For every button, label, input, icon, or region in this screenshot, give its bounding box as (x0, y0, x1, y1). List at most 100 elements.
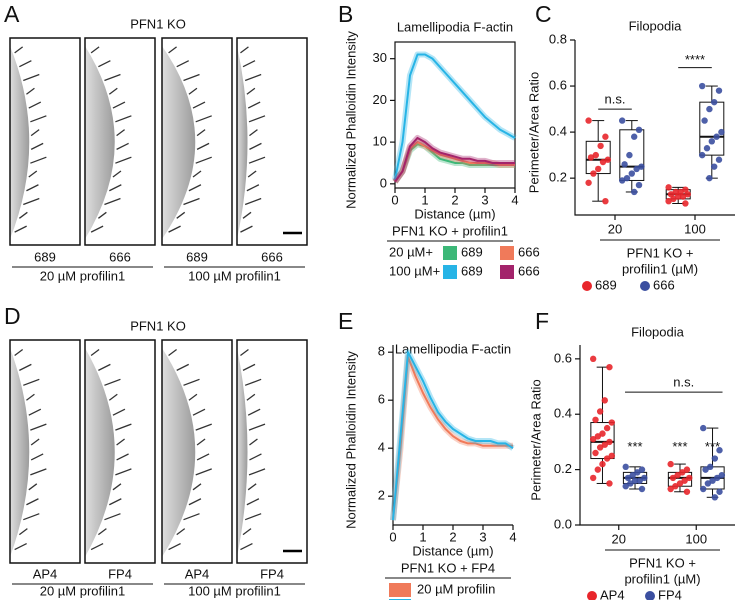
y-axis-label: Normalized Phalloidin Intensity (343, 351, 358, 529)
y-tick-label: 0.4 (554, 406, 572, 421)
filopodium (249, 438, 258, 446)
filopodium (26, 87, 35, 95)
filopodium (195, 156, 212, 164)
micrograph (9, 339, 81, 564)
data-point (592, 151, 599, 159)
filopodium (97, 211, 107, 219)
x-tick-label: 2 (451, 192, 458, 207)
legend-marker (645, 591, 655, 600)
filopodium (30, 438, 40, 446)
panel-title: PFN1 KO (130, 318, 186, 333)
filopodium (14, 348, 24, 356)
data-point (628, 170, 635, 177)
data-point (711, 98, 718, 106)
legend-marker (640, 281, 650, 291)
filopodium (109, 498, 122, 506)
x-tick-label: 100 (684, 221, 706, 236)
data-point (597, 142, 604, 150)
filopodium (104, 513, 121, 521)
panel-letter: F (535, 308, 549, 334)
chart-title: Filopodia (631, 324, 685, 339)
y-tick-label: 20 (373, 92, 387, 107)
x-tick-label: 2 (449, 529, 456, 544)
filopodium (30, 129, 40, 137)
y-tick-label: 0.2 (554, 461, 572, 476)
data-point (606, 480, 613, 487)
data-point (627, 480, 634, 487)
filopodium (112, 170, 122, 178)
filopodium (98, 363, 111, 371)
filopodium (115, 115, 132, 123)
data-point (596, 408, 604, 415)
data-point (670, 195, 677, 203)
data-point (592, 416, 599, 423)
data-point (602, 197, 609, 205)
micrograph (236, 37, 308, 246)
data-point (715, 87, 723, 94)
image-label: 689 (34, 249, 56, 264)
x-tick-label: 20 (608, 221, 622, 236)
cell-body (162, 46, 196, 239)
micrograph (161, 339, 233, 564)
data-point (631, 133, 638, 140)
filopodium (98, 60, 111, 68)
y-tick-label: 0.6 (554, 350, 572, 365)
data-point (716, 488, 723, 495)
data-point (623, 174, 631, 182)
y-tick-label: 10 (373, 134, 387, 149)
data-point (713, 133, 720, 140)
filopodium (90, 225, 104, 233)
annotation: n.s. (673, 375, 694, 390)
image-label: AP4 (185, 566, 210, 581)
data-point (711, 163, 718, 170)
x-tick-label: 100 (685, 531, 707, 546)
filopodium (168, 348, 177, 356)
cell-body (10, 46, 30, 239)
data-point (718, 128, 725, 136)
data-point (608, 419, 615, 426)
data-point (596, 444, 604, 451)
data-point (589, 474, 597, 482)
filopodium (242, 528, 252, 536)
data-point (595, 165, 602, 173)
data-point (701, 117, 708, 124)
cell-body (85, 46, 115, 239)
data-point (606, 438, 613, 446)
data-point (638, 485, 646, 493)
legend-marker (587, 591, 597, 600)
panel-letter: D (4, 303, 21, 329)
filopodium (23, 378, 40, 386)
x-tick-label: 20 (612, 531, 626, 546)
cell-body (237, 348, 248, 557)
series-line (394, 136, 515, 183)
x-tick-label: 4 (509, 529, 516, 544)
filopodium (30, 468, 47, 476)
data-point (601, 441, 608, 448)
filopodium (196, 142, 210, 150)
filopodium (104, 73, 121, 82)
annotation: n.s. (605, 92, 626, 107)
filopodium (192, 408, 206, 416)
legend-label: AP4 (600, 587, 625, 600)
filopodium (28, 408, 42, 416)
annotation: *** (672, 439, 687, 454)
panel-letter: E (338, 308, 353, 334)
filopodium (168, 225, 181, 233)
micrograph (84, 339, 156, 564)
image-label: 689 (186, 249, 208, 264)
filopodium (195, 468, 212, 476)
panel-letter: C (535, 1, 552, 27)
x-tick-label: 0 (389, 529, 396, 544)
data-point (631, 477, 639, 484)
x-axis-label: Distance (µm) (414, 206, 495, 221)
filopodium (246, 184, 260, 192)
y-tick-label: 30 (373, 50, 387, 65)
filopodium (108, 87, 118, 95)
image-border (9, 339, 81, 564)
filopodium (246, 87, 256, 95)
cell-body (10, 348, 30, 557)
filopodium (247, 101, 261, 109)
data-point (633, 165, 640, 173)
legend-swatch (443, 246, 457, 260)
filopodium (188, 184, 202, 192)
